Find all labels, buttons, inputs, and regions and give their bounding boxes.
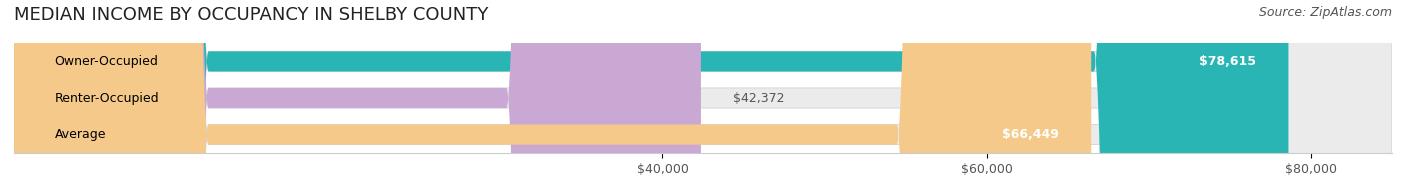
Text: Source: ZipAtlas.com: Source: ZipAtlas.com — [1258, 6, 1392, 19]
Text: MEDIAN INCOME BY OCCUPANCY IN SHELBY COUNTY: MEDIAN INCOME BY OCCUPANCY IN SHELBY COU… — [14, 6, 488, 24]
FancyBboxPatch shape — [14, 0, 1392, 196]
Text: $42,372: $42,372 — [734, 92, 785, 104]
FancyBboxPatch shape — [14, 0, 1392, 196]
FancyBboxPatch shape — [14, 0, 1091, 196]
Text: Renter-Occupied: Renter-Occupied — [55, 92, 159, 104]
Text: Average: Average — [55, 128, 105, 141]
Text: $78,615: $78,615 — [1199, 55, 1256, 68]
FancyBboxPatch shape — [14, 0, 702, 196]
Text: Owner-Occupied: Owner-Occupied — [55, 55, 159, 68]
FancyBboxPatch shape — [14, 0, 1392, 196]
FancyBboxPatch shape — [14, 0, 1288, 196]
Text: $66,449: $66,449 — [1002, 128, 1059, 141]
